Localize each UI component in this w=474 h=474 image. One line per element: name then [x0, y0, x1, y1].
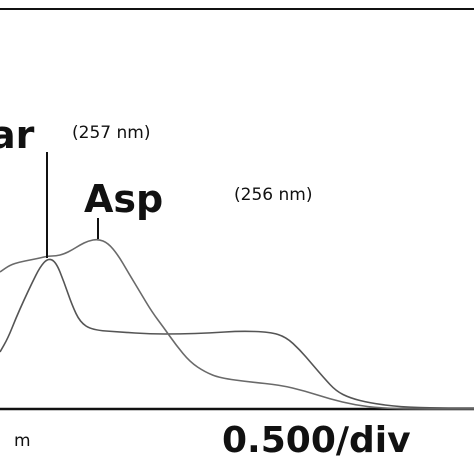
scale-label: 0.500/div: [222, 420, 411, 461]
peak-wavelength-asp: (256 nm): [234, 185, 312, 205]
x-axis-label: m: [14, 431, 31, 451]
series-line-tar: [0, 258, 474, 409]
peak-label-tar: ar: [0, 113, 35, 157]
series-line-asp: [0, 238, 474, 410]
peak-wavelength-tar: (257 nm): [72, 123, 150, 143]
peak-label-asp: Asp: [84, 177, 163, 221]
